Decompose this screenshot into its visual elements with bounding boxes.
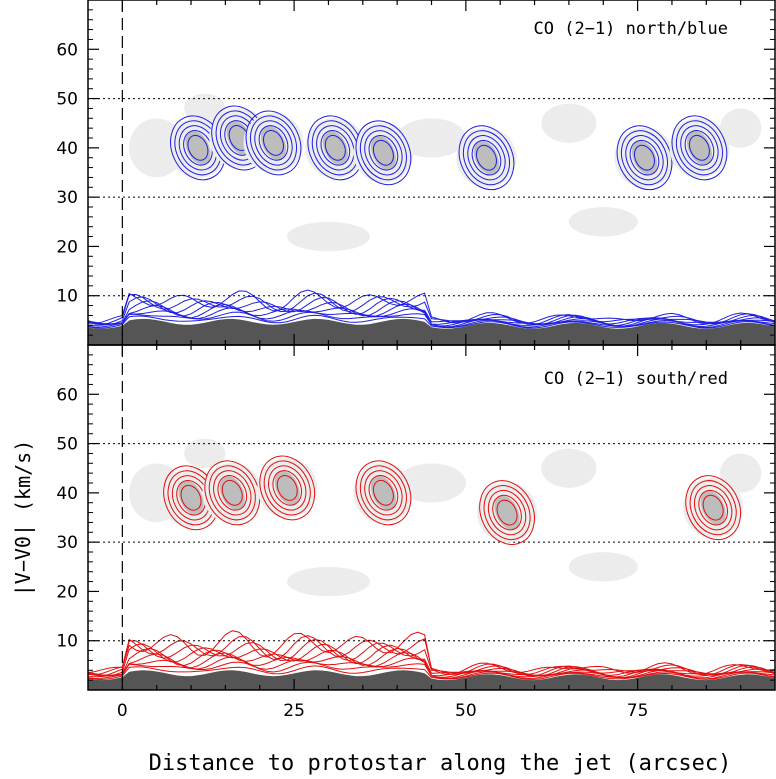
y-tick-label: 10: [56, 287, 78, 307]
x-tick-label: 25: [283, 701, 305, 721]
y-tick-label: 30: [56, 533, 78, 553]
panel-north-ticks: [88, 0, 775, 345]
diffuse-emission: [719, 108, 762, 148]
diffuse-emission: [719, 453, 762, 493]
panel-north-y-tick-labels: 10 20 30 40 50 60: [56, 40, 78, 306]
panel-south-x-tick-labels: 0 25 50 75: [117, 701, 648, 721]
panel-north-blue: 10 20 30 40 50 60 CO (2−1) north/blue: [56, 0, 776, 346]
diffuse-emission: [397, 463, 466, 503]
y-tick-label: 50: [56, 90, 78, 110]
diffuse-emission: [541, 103, 597, 143]
velocity-knot: [257, 455, 318, 521]
panel-south-red: 10 20 30 40 50 60 0 25 50 75 CO (2−1) south/red: [56, 344, 776, 721]
diffuse-emission: [568, 552, 638, 582]
y-tick-label: 30: [56, 188, 78, 208]
velocity-knot: [683, 475, 744, 541]
x-tick-label: 75: [627, 701, 649, 721]
low-velocity-contour: [88, 643, 775, 677]
panel-north-emission: [88, 93, 775, 345]
y-tick-label: 20: [56, 582, 78, 602]
panel-south-title: CO (2−1) south/red: [544, 369, 728, 389]
y-tick-label: 50: [56, 435, 78, 455]
panel-north-title: CO (2−1) north/blue: [534, 19, 728, 39]
velocity-knot: [353, 460, 414, 526]
y-tick-label: 10: [56, 632, 78, 652]
y-tick-label: 60: [56, 40, 78, 60]
low-velocity-contour: [88, 289, 775, 325]
y-tick-label: 60: [56, 385, 78, 405]
velocity-knot: [202, 460, 263, 526]
low-velocity-core: [88, 318, 775, 345]
y-tick-label: 40: [56, 139, 78, 159]
panel-south-knots: [161, 455, 744, 545]
diffuse-emission: [287, 221, 370, 252]
low-velocity-contour: [88, 665, 775, 681]
velocity-knot: [477, 480, 538, 545]
panel-south-ticks: [88, 345, 775, 690]
diffuse-emission: [397, 118, 466, 158]
velocity-knot: [456, 125, 517, 191]
low-velocity-contour: [88, 630, 775, 675]
low-velocity-contour: [88, 314, 775, 329]
velocity-knot: [614, 125, 675, 191]
x-axis-title: Distance to protostar along the jet (arc…: [149, 751, 732, 776]
panel-north-knots: [167, 105, 730, 191]
x-tick-label: 0: [117, 701, 128, 721]
x-tick-label: 50: [455, 701, 477, 721]
low-velocity-contour: [88, 292, 775, 326]
velocity-knot: [669, 115, 730, 181]
diffuse-emission: [541, 448, 597, 488]
panel-south-y-tick-labels: 10 20 30 40 50 60: [56, 385, 78, 651]
diffuse-emission: [184, 438, 226, 469]
y-tick-label: 40: [56, 484, 78, 504]
diffuse-emission: [129, 118, 185, 178]
diffuse-emission: [287, 566, 370, 597]
velocity-knot: [353, 120, 414, 186]
y-tick-label: 20: [56, 237, 78, 257]
diffuse-emission: [568, 207, 638, 237]
velocity-knot: [243, 110, 304, 176]
low-velocity-contour: [88, 638, 775, 677]
y-axis-title: |V−V0| (km/s): [11, 440, 35, 597]
